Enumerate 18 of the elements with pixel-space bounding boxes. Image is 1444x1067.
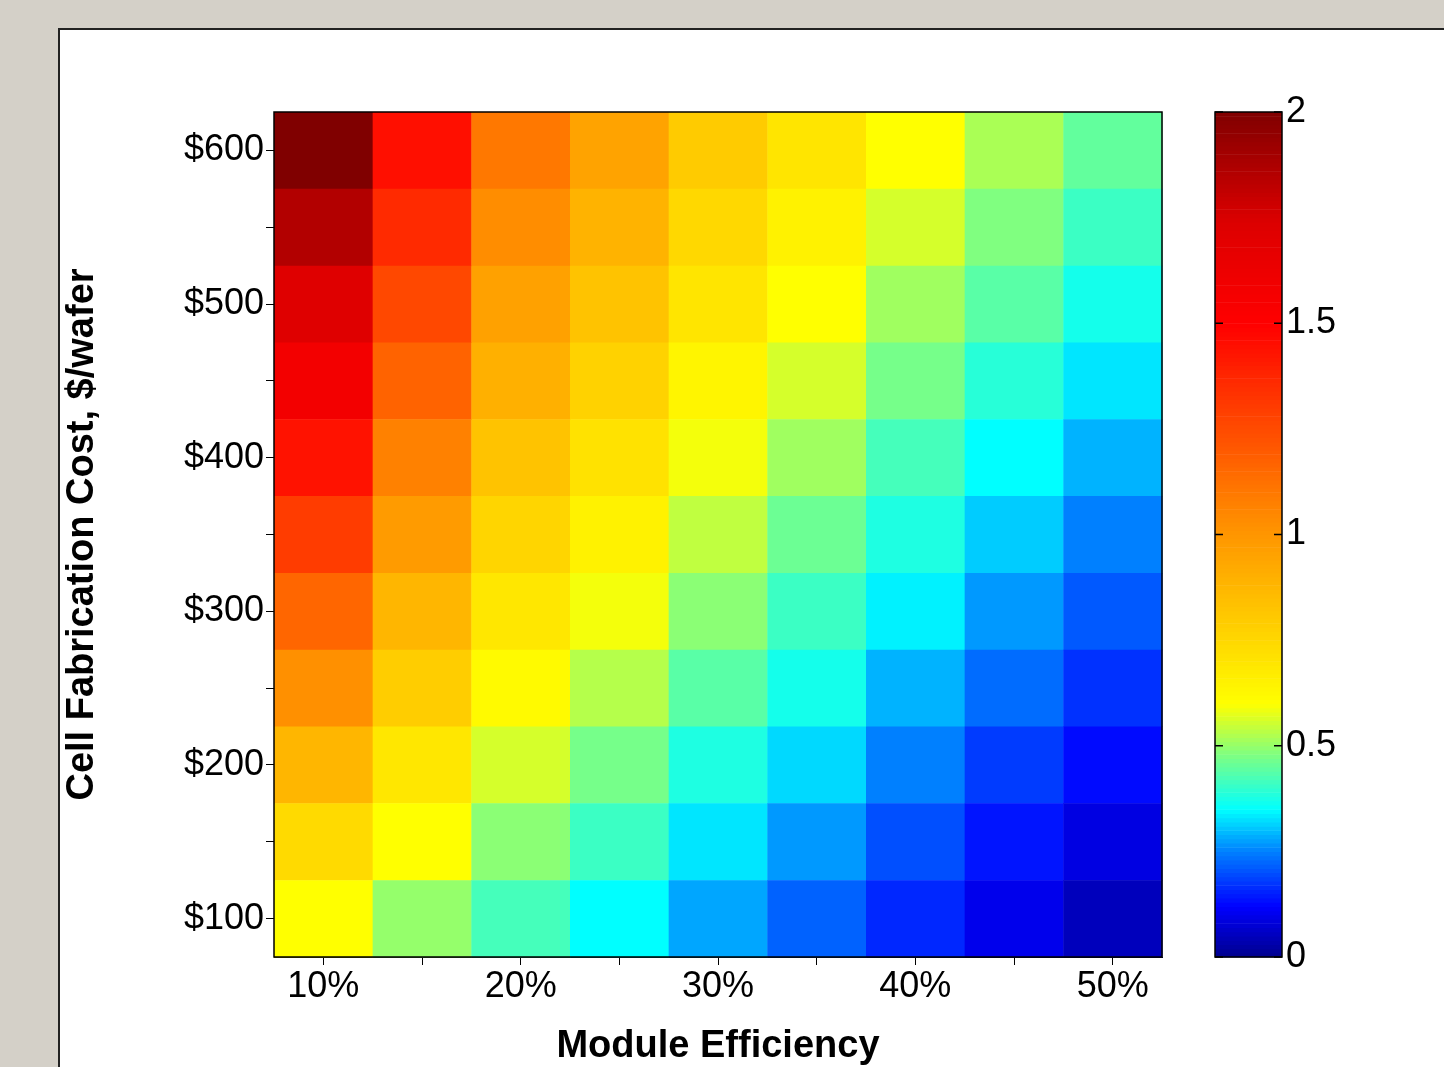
color-bar-label: 0.5 <box>1286 722 1337 764</box>
color-bar-label: 1.5 <box>1286 300 1337 342</box>
x-axis-title: Module Efficiency <box>556 1022 880 1065</box>
x-tick-label: 30% <box>681 963 755 1005</box>
color-bar-label: 2 <box>1286 88 1307 130</box>
x-tick-label: 20% <box>484 963 557 1005</box>
y-tick-label: $600 <box>183 127 264 169</box>
color-bar-label: 1 <box>1286 511 1307 553</box>
y-tick-label: $500 <box>183 280 264 322</box>
y-tick-label: $300 <box>183 588 264 630</box>
y-tick-label: $100 <box>183 895 264 937</box>
y-axis-title: Cell Fabrication Cost, $/wafer <box>59 268 102 801</box>
x-tick-label: 40% <box>879 963 952 1005</box>
y-tick-label: $200 <box>183 741 264 783</box>
x-tick-label: 10% <box>287 963 360 1005</box>
x-tick-label: 50% <box>1076 963 1149 1005</box>
color-bar-label: 0 <box>1286 933 1307 975</box>
y-tick-label: $400 <box>183 434 264 476</box>
